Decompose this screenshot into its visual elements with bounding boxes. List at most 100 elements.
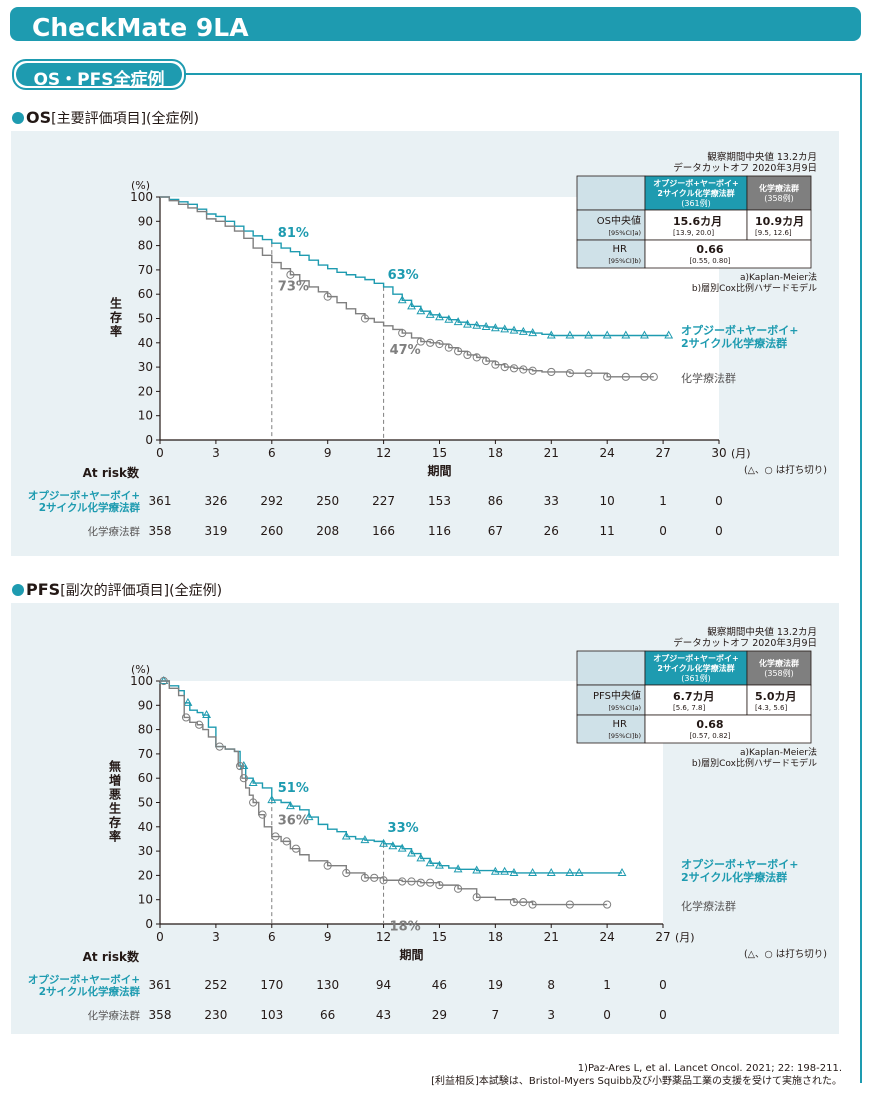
risk-chemo-label: 化学療法群 bbox=[88, 1009, 141, 1022]
table-header-combo-line1: オプジーボ+ヤーボイ+ bbox=[653, 653, 738, 663]
chemo-censor-mark bbox=[159, 676, 168, 686]
chemo-censor-mark bbox=[472, 353, 481, 362]
combo-censor-mark bbox=[360, 835, 370, 844]
table-header-chemo-line1: 化学療法群 bbox=[759, 183, 799, 193]
table-row1-chemo-value: 5.0カ月 bbox=[755, 690, 797, 703]
combo-censor-mark bbox=[602, 330, 612, 339]
censor-note: (△、○ は打ち切り) bbox=[744, 464, 827, 476]
y-tick-label: 20 bbox=[138, 384, 153, 398]
table-row2-value-cell bbox=[644, 239, 812, 269]
chemo-censor-mark bbox=[416, 878, 425, 887]
risk-combo-value: 250 bbox=[316, 494, 339, 508]
risk-combo-value: 292 bbox=[260, 494, 283, 508]
combo-censor-mark bbox=[416, 306, 426, 315]
observation-text: 観察期間中央値 13.2カ月 bbox=[707, 151, 817, 163]
risk-combo-value: 1 bbox=[659, 494, 667, 508]
combo-censor-mark bbox=[490, 323, 500, 332]
table-row1-chemo-cell bbox=[746, 209, 812, 241]
x-axis-label: 期間 bbox=[427, 463, 451, 478]
risk-combo-value: 8 bbox=[547, 978, 555, 992]
chemo-censor-mark bbox=[195, 720, 204, 729]
chemo-censor-mark bbox=[640, 372, 649, 381]
chemo-survival-line bbox=[160, 196, 654, 378]
header-bar: CheckMate 9LA bbox=[10, 7, 861, 42]
x-tick-label: 30 bbox=[711, 446, 726, 460]
x-tick-label: 18 bbox=[488, 930, 503, 944]
x-unit-label: (月) bbox=[731, 447, 751, 460]
combo-censor-mark bbox=[444, 314, 454, 323]
x-tick-label: 9 bbox=[324, 930, 332, 944]
risk-combo-value: 0 bbox=[659, 978, 667, 992]
y-tick-label: 30 bbox=[138, 360, 153, 374]
table-note-a: a)Kaplan-Meier法 bbox=[740, 271, 817, 283]
combo-censor-mark bbox=[664, 330, 674, 339]
combo-censor-mark bbox=[183, 697, 193, 706]
y-tick-label: 80 bbox=[138, 723, 153, 737]
chemo-censor-mark bbox=[519, 365, 528, 374]
combo-censor-mark bbox=[617, 867, 627, 876]
chemo-censor-mark bbox=[649, 372, 658, 381]
table-row1-combo-cell bbox=[644, 684, 748, 716]
frame-line-right bbox=[860, 73, 862, 1083]
combo-12m-label: 33% bbox=[388, 821, 419, 836]
risk-chemo-value: 166 bbox=[372, 524, 395, 538]
y-tick-label: 100 bbox=[130, 190, 153, 204]
combo-censor-mark bbox=[379, 838, 389, 847]
table-row1-label-cell bbox=[576, 684, 646, 716]
risk-combo-value: 10 bbox=[600, 494, 615, 508]
x-tick-label: 27 bbox=[655, 446, 670, 460]
combo-censor-mark bbox=[565, 330, 575, 339]
x-tick-label: 21 bbox=[544, 446, 559, 460]
table-row2-value: 0.68 bbox=[696, 718, 723, 731]
x-tick-label: 9 bbox=[324, 446, 332, 460]
bullet-dot-icon bbox=[12, 584, 24, 596]
x-tick-label: 15 bbox=[432, 930, 447, 944]
chemo-censor-mark bbox=[416, 337, 425, 346]
risk-chemo-value: 0 bbox=[659, 524, 667, 538]
frame-line-top bbox=[186, 73, 862, 75]
risk-combo-label-1: オプジーボ+ヤーボイ+ bbox=[28, 489, 140, 502]
combo-censor-mark bbox=[565, 867, 575, 876]
table-row2-label: HR bbox=[613, 244, 628, 255]
risk-chemo-value: 260 bbox=[260, 524, 283, 538]
combo-censor-mark bbox=[202, 709, 212, 719]
chemo-censor-mark bbox=[360, 873, 370, 882]
chemo-censor-mark bbox=[444, 343, 453, 352]
y-axis-label-char: 存 bbox=[109, 310, 122, 325]
bullet-dot-icon bbox=[12, 112, 24, 124]
combo-censor-mark bbox=[304, 812, 314, 821]
combo-censor-mark bbox=[425, 858, 435, 867]
chemo-censor-mark bbox=[286, 270, 295, 279]
combo-censor-mark bbox=[463, 319, 472, 328]
chemo-censor-mark bbox=[323, 292, 332, 301]
chemo-censor-mark bbox=[398, 328, 407, 338]
combo-censor-mark bbox=[518, 326, 528, 335]
chemo-censor-mark bbox=[603, 900, 612, 909]
risk-chemo-value: 358 bbox=[149, 1008, 172, 1022]
chemo-censor-mark bbox=[271, 832, 280, 841]
risk-combo-label-1: オプジーボ+ヤーボイ+ bbox=[28, 973, 140, 986]
combo-censor-mark bbox=[341, 831, 351, 840]
os-heading-sub: [主要評価項目](全症例) bbox=[51, 111, 199, 127]
y-unit-label: (%) bbox=[131, 663, 150, 676]
page-title: CheckMate 9LA bbox=[32, 13, 249, 42]
combo-censor-mark bbox=[397, 843, 407, 852]
y-axis-label-char: 無 bbox=[109, 759, 121, 774]
table-row2-ci: [0.57, 0.82] bbox=[689, 732, 730, 740]
combo-censor-mark bbox=[546, 867, 556, 876]
combo-censor-mark bbox=[472, 865, 482, 874]
table-header-chemo-line1: 化学療法群 bbox=[759, 658, 799, 668]
table-note-b: b)層別Cox比例ハザードモデル bbox=[692, 757, 817, 769]
y-axis-label-char: 生 bbox=[109, 801, 121, 816]
chemo-12m-label: 18% bbox=[390, 919, 421, 934]
table-header-chemo-line2: (358例) bbox=[764, 193, 794, 203]
risk-chemo-value: 0 bbox=[603, 1008, 611, 1022]
x-tick-label: 6 bbox=[268, 930, 276, 944]
section-pill: OS・PFS全症例 bbox=[12, 59, 186, 90]
table-header-combo-line2: 2サイクル化学療法群 bbox=[657, 188, 734, 198]
risk-chemo-value: 103 bbox=[260, 1008, 283, 1022]
table-row2-ci: [0.55, 0.80] bbox=[689, 257, 730, 265]
chemo-censor-mark bbox=[360, 314, 370, 323]
combo-censor-mark bbox=[621, 330, 631, 339]
combo-censor-mark bbox=[528, 867, 538, 876]
